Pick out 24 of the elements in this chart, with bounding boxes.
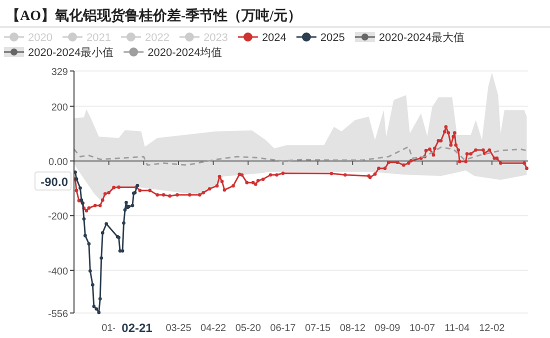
- x-tick-label: 04-22: [200, 323, 227, 334]
- y-tick-label: 200: [51, 102, 68, 114]
- y-tick-label: 0.00: [48, 156, 68, 168]
- x-tick-label: 03-25: [166, 323, 192, 334]
- legend-label: 2020-2024最大值: [378, 31, 465, 44]
- y-tick-label: -400: [48, 266, 68, 278]
- x-tick-label: 09-09: [374, 323, 401, 334]
- x-tick-label: 08-12: [340, 323, 366, 334]
- legend-label: 2024: [262, 32, 286, 44]
- y-tick-label: -200: [48, 212, 68, 223]
- x-tick-label: 12-02: [479, 323, 506, 334]
- legend-label: 2020-2024最小值: [28, 46, 114, 59]
- y-tick-label: 329: [51, 67, 68, 78]
- x-tick-label: 07-15: [305, 323, 332, 334]
- x-tick-label: 05-20: [235, 323, 262, 334]
- legend-label: 2025: [320, 32, 345, 44]
- x-tick-label: 01-: [102, 323, 116, 334]
- y-tick-label: -556: [48, 309, 68, 320]
- chart-title: 【AO】氧化铝现货鲁桂价差-季节性（万吨/元）: [6, 7, 302, 24]
- x-tick-label: 06-17: [270, 323, 296, 334]
- x-tick-label: 10-07: [409, 323, 436, 334]
- annotation: -90.0: [34, 172, 72, 190]
- x-tick-label: 11-04: [444, 323, 470, 334]
- legend-label: 2020-2024均值: [148, 47, 222, 59]
